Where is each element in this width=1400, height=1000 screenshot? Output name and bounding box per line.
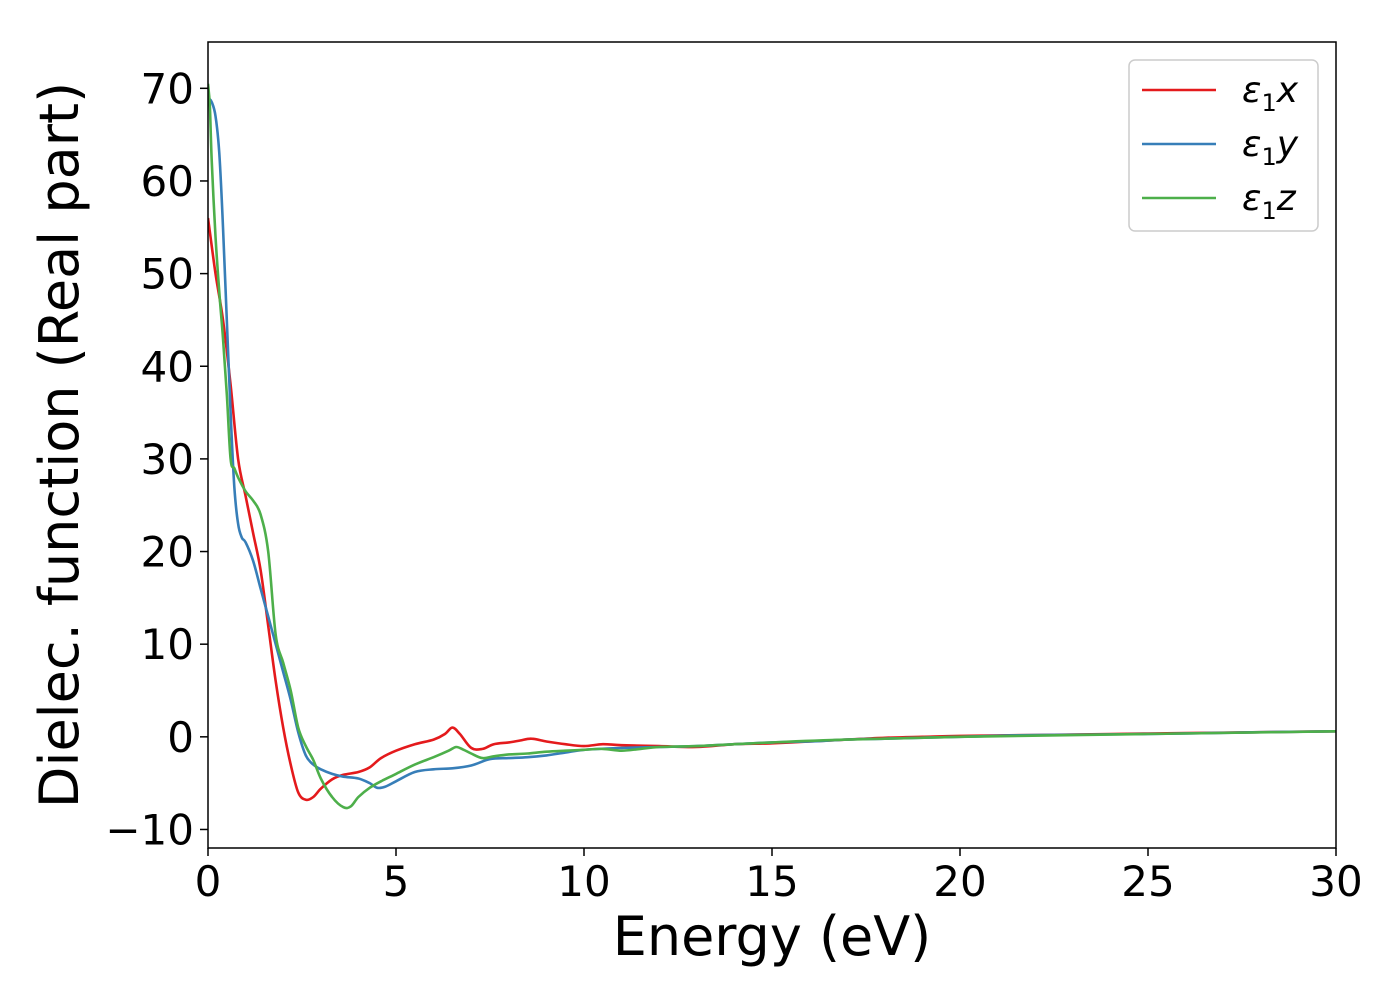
x-tick-label: 0	[195, 857, 222, 906]
y-tick-label: 50	[141, 250, 194, 299]
series-line-x	[208, 217, 1336, 802]
legend-box	[1128, 59, 1319, 232]
x-axis-title: Energy (eV)	[613, 905, 932, 968]
y-tick-label: 10	[141, 620, 194, 669]
x-tick-label: 30	[1309, 857, 1362, 906]
x-tick-label: 5	[383, 857, 410, 906]
series-layer	[208, 83, 1336, 810]
y-tick-label: 0	[167, 713, 194, 762]
legend-label-x: ε1x	[1242, 70, 1299, 117]
y-tick-label: 20	[141, 528, 194, 577]
x-tick-label: 20	[933, 857, 986, 906]
x-tick-label: 10	[557, 857, 610, 906]
legend: ε1x ε1y ε1z	[1128, 59, 1319, 232]
y-tick-label: 30	[141, 435, 194, 484]
y-tick-label: −10	[105, 805, 194, 854]
series-line-z	[208, 83, 1336, 810]
legend-label-z: ε1z	[1242, 178, 1297, 225]
y-tick-label: 40	[141, 342, 194, 391]
legend-label-y: ε1y	[1242, 124, 1299, 171]
y-axis-title: Dielec. function (Real part)	[28, 82, 91, 808]
y-tick-label: 70	[141, 64, 194, 113]
y-tick-label: 60	[141, 157, 194, 206]
x-tick-label: 25	[1121, 857, 1174, 906]
x-tick-label: 15	[745, 857, 798, 906]
